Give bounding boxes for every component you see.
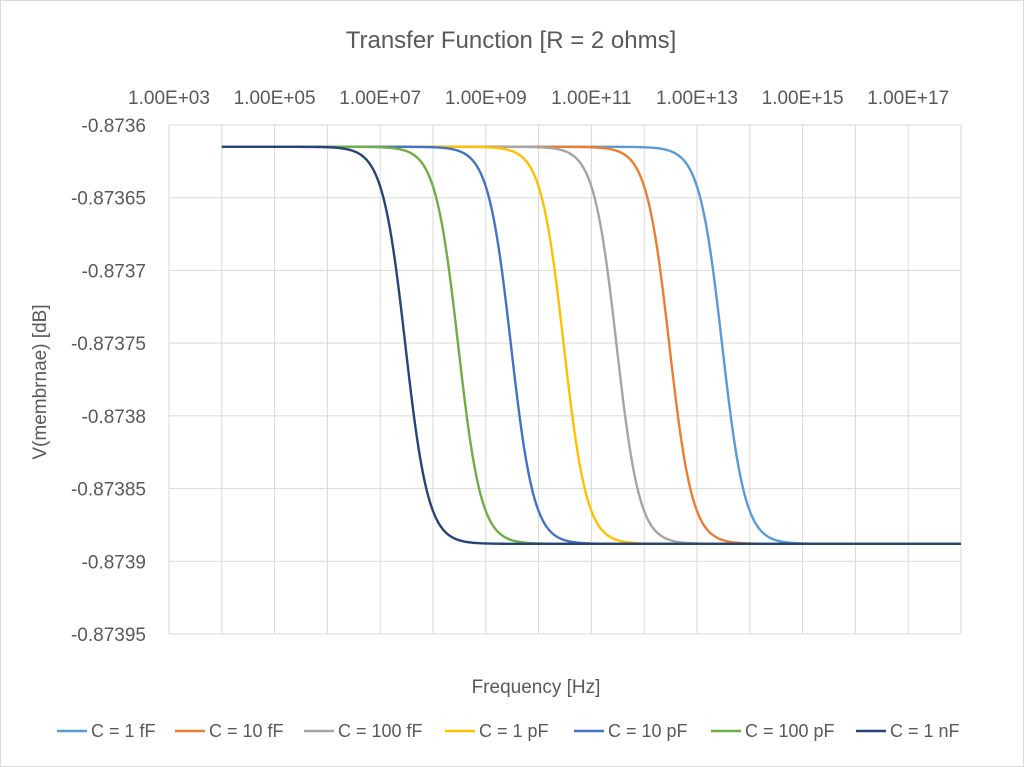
x-tick-label: 1.00E+11: [551, 88, 631, 109]
x-tick-label: 1.00E+15: [762, 88, 844, 109]
y-axis-ticks: -0.8736 -0.87365 -0.8737 -0.87375 -0.8738 -0.…: [71, 116, 146, 646]
y-tick-label: -0.8739: [82, 552, 146, 573]
y-tick-label: -0.87395: [71, 625, 146, 646]
x-tick-label: 1.00E+17: [867, 88, 949, 109]
legend-label: C = 100 pF: [745, 721, 835, 741]
x-tick-label: 1.00E+03: [128, 88, 210, 109]
x-tick-label: 1.00E+05: [234, 88, 316, 109]
legend-label: C = 10 pF: [608, 721, 688, 741]
y-tick-label: -0.87385: [71, 480, 146, 501]
legend-label: C = 1 fF: [91, 721, 156, 741]
legend-label: C = 100 fF: [338, 721, 423, 741]
y-tick-label: -0.8736: [82, 116, 146, 137]
series-lines: [221, 145, 961, 546]
y-tick-label: -0.8737: [82, 261, 146, 282]
x-axis-title: Frequency [Hz]: [472, 677, 601, 698]
chart-title: Transfer Function [R = 2 ohms]: [346, 27, 677, 54]
y-tick-label: -0.87375: [71, 334, 146, 355]
x-tick-label: 1.00E+09: [445, 88, 527, 109]
x-tick-label: 1.00E+07: [339, 88, 421, 109]
legend-label: C = 1 pF: [479, 721, 549, 741]
gridlines: [168, 124, 962, 635]
x-tick-label: 1.00E+13: [656, 88, 738, 109]
series-line-6: [221, 145, 961, 546]
x-axis-ticks: 1.00E+03 1.00E+05 1.00E+07 1.00E+09 1.00E+11…: [128, 88, 949, 109]
legend-label: C = 1 nF: [890, 721, 960, 741]
legend: C = 1 fF C = 10 fF C = 100 fF C = 1 pF C = 1…: [57, 721, 960, 741]
y-axis-title: V(membrnae) [dB]: [30, 304, 51, 459]
y-tick-label: -0.8738: [82, 407, 146, 428]
legend-label: C = 10 fF: [209, 721, 284, 741]
y-tick-label: -0.87365: [71, 189, 146, 210]
